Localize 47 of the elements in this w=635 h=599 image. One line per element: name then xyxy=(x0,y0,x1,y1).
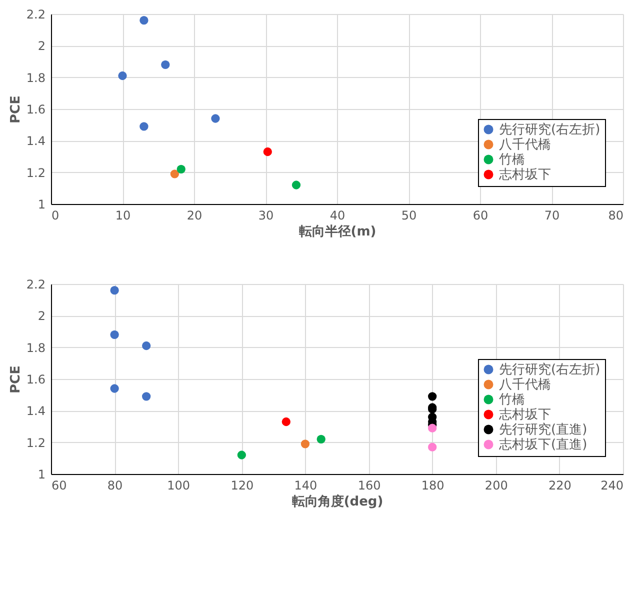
x-tick-label: 160 xyxy=(358,478,381,492)
y-tick-label: 2 xyxy=(38,309,46,324)
x-tick-label: 120 xyxy=(230,478,254,492)
legend-label: 八千代橋 xyxy=(499,138,551,152)
y-tick-label: 1.8 xyxy=(26,340,46,355)
y-tick-label: 1.2 xyxy=(26,436,46,450)
x-tick-label: 100 xyxy=(167,478,190,492)
x-axis-title: 転向角度(deg) xyxy=(290,494,384,510)
y-tick-label: 2 xyxy=(38,39,46,54)
x-tick-label: 80 xyxy=(608,208,624,222)
x-tick-label: 40 xyxy=(330,208,346,222)
legend-label: 八千代橋 xyxy=(499,378,551,392)
x-tick-label: 30 xyxy=(258,208,274,222)
legend-label: 竹橋 xyxy=(499,152,525,168)
legend-label: 志村坂下(直進) xyxy=(499,438,588,452)
y-tick-label: 1.4 xyxy=(26,404,46,418)
x-tick-label: 0 xyxy=(52,208,60,222)
x-tick-label: 50 xyxy=(401,208,417,222)
y-tick-label: 1 xyxy=(38,198,46,212)
y-tick-label: 1.6 xyxy=(26,102,46,116)
x-tick-label: 60 xyxy=(472,208,488,222)
x-tick-label: 180 xyxy=(421,478,444,492)
x-tick-label: 200 xyxy=(484,478,508,492)
x-tick-label: 20 xyxy=(186,208,202,222)
y-tick-label: 1.2 xyxy=(26,166,46,180)
y-tick-label: 1.4 xyxy=(26,134,46,148)
x-tick-label: 60 xyxy=(52,478,67,492)
legend-label: 先行研究(直進) xyxy=(499,422,588,438)
x-tick-label: 240 xyxy=(600,478,624,492)
y-tick-label: 2.2 xyxy=(26,8,46,22)
legend-label: 竹橋 xyxy=(499,392,525,408)
legend-label: 志村坂下 xyxy=(499,408,551,422)
legend-label: 先行研究(右左折) xyxy=(499,362,600,378)
x-tick-label: 70 xyxy=(544,208,560,222)
legend-label: 先行研究(右左折) xyxy=(499,122,600,138)
y-tick-label: 1.6 xyxy=(26,372,46,386)
y-tick-label: 1 xyxy=(38,468,46,482)
y-tick-label: 1.8 xyxy=(26,70,46,85)
legend-label: 志村坂下 xyxy=(499,168,551,182)
x-tick-label: 10 xyxy=(115,208,131,222)
x-axis-title: 転向半径(m) xyxy=(298,224,376,240)
y-tick-label: 2.2 xyxy=(26,278,46,292)
x-tick-label: 80 xyxy=(107,478,123,492)
y-axis-title: PCE xyxy=(8,96,24,124)
y-axis-title: PCE xyxy=(8,366,24,394)
x-tick-label: 220 xyxy=(548,478,572,492)
x-tick-label: 140 xyxy=(294,478,318,492)
